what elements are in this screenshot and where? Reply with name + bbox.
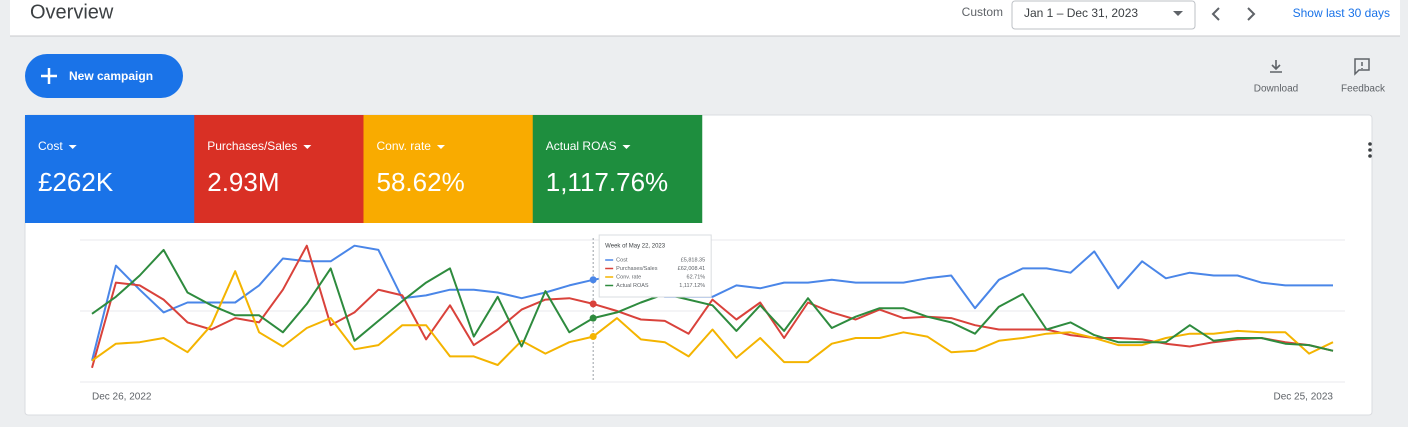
scorecard-dropdown-arrow[interactable] xyxy=(622,145,631,149)
scorecard-label[interactable]: Conv. rate xyxy=(377,139,432,153)
scorecard-dropdown-arrow[interactable] xyxy=(436,145,445,149)
hover-point xyxy=(589,276,597,284)
x-tick-label: Dec 25, 2023 xyxy=(1274,392,1334,403)
hover-point xyxy=(589,300,597,308)
scorecard[interactable] xyxy=(532,115,703,223)
plus-icon[interactable] xyxy=(41,68,57,84)
series-line xyxy=(91,244,1334,369)
hover-point xyxy=(589,314,597,322)
scorecard-value: £262K xyxy=(38,167,114,197)
tooltip xyxy=(598,234,712,298)
series-line xyxy=(91,248,1334,352)
tooltip-value: 62.71% xyxy=(687,274,706,280)
show-last-30-days[interactable]: Show last 30 days xyxy=(1293,6,1390,20)
scorecard-value: 2.93M xyxy=(207,167,279,197)
date-range[interactable]: Jan 1 – Dec 31, 2023 xyxy=(1024,6,1138,20)
scorecard[interactable] xyxy=(25,115,195,223)
scorecard-dropdown-arrow[interactable] xyxy=(68,145,77,149)
hover-point xyxy=(589,333,597,341)
tooltip-value: £5,818.35 xyxy=(681,257,705,263)
scorecard-value: 58.62% xyxy=(377,167,465,197)
scorecard-dropdown-arrow[interactable] xyxy=(303,145,312,149)
download-label[interactable]: Download xyxy=(1254,84,1298,95)
tooltip-title: Week of May 22, 2023 xyxy=(605,244,666,250)
page-title: Overview xyxy=(30,1,114,23)
scorecard[interactable] xyxy=(363,115,534,223)
tooltip-series-name: Cost xyxy=(616,257,628,263)
range-type: Custom xyxy=(962,5,1003,19)
download-icon[interactable] xyxy=(1270,60,1282,73)
scorecard-value: 1,117.76% xyxy=(546,167,668,197)
menu-dot[interactable] xyxy=(1368,142,1372,146)
scorecard-label[interactable]: Actual ROAS xyxy=(546,139,617,153)
dropdown-arrow[interactable] xyxy=(1173,11,1183,16)
prev-button[interactable] xyxy=(1211,7,1220,21)
scorecard-label[interactable]: Cost xyxy=(38,139,63,153)
new-campaign-label[interactable]: New campaign xyxy=(69,69,153,83)
tooltip-value: 1,117.12% xyxy=(679,283,705,289)
scorecard[interactable] xyxy=(194,115,364,223)
feedback-icon[interactable] xyxy=(1354,58,1370,76)
tooltip-series-name: Actual ROAS xyxy=(616,283,649,289)
x-tick-label: Dec 26, 2022 xyxy=(92,392,152,403)
tooltip-series-name: Conv. rate xyxy=(616,274,641,280)
menu-dot[interactable] xyxy=(1368,154,1372,158)
next-button[interactable] xyxy=(1247,7,1256,21)
tooltip-series-name: Purchases/Sales xyxy=(616,266,658,272)
scorecard-label[interactable]: Purchases/Sales xyxy=(207,139,297,153)
new-campaign-button[interactable] xyxy=(25,54,183,98)
menu-dot[interactable] xyxy=(1368,148,1372,152)
date-dropdown[interactable] xyxy=(1011,0,1196,30)
tooltip-value: £62,008.41 xyxy=(678,266,706,272)
feedback-label[interactable]: Feedback xyxy=(1341,84,1386,95)
series-line xyxy=(91,270,1334,366)
